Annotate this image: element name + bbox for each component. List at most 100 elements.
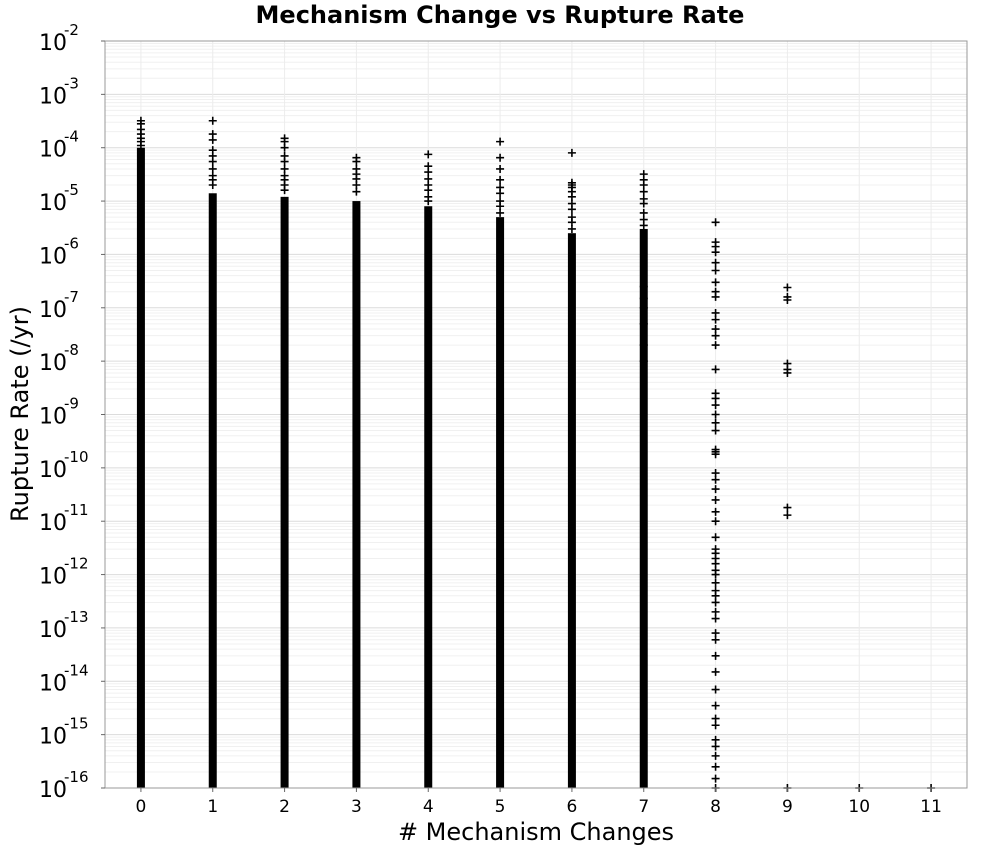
x-tick-label: 10 <box>848 797 870 817</box>
data-point <box>711 315 720 324</box>
data-point <box>711 258 720 267</box>
y-tick-exponent: -2 <box>64 21 79 39</box>
dense-point-column <box>280 196 289 788</box>
data-point <box>711 742 720 751</box>
data-point <box>711 598 720 607</box>
data-point <box>496 175 505 184</box>
data-point <box>424 150 433 159</box>
data-point <box>711 401 720 410</box>
data-point <box>783 511 792 520</box>
data-point <box>639 294 648 303</box>
data-point <box>496 164 505 173</box>
data-point <box>424 197 433 206</box>
y-tick-exponent: -3 <box>64 74 79 92</box>
x-tick-label: 1 <box>207 797 218 817</box>
dense-point-column <box>136 147 145 788</box>
data-point <box>711 751 720 760</box>
y-tick-label: 10 <box>39 778 67 803</box>
data-point <box>352 181 361 190</box>
y-tick-exponent: -10 <box>64 448 89 466</box>
data-point <box>711 614 720 623</box>
data-point <box>711 570 720 579</box>
dense-point-column <box>424 206 433 789</box>
data-point <box>711 266 720 275</box>
data-point <box>711 762 720 771</box>
data-point <box>280 157 289 166</box>
x-tick-label: 7 <box>638 797 649 817</box>
y-tick-label: 10 <box>39 565 67 590</box>
y-axis-ticks: 10-210-310-410-510-610-710-810-910-1010-… <box>39 21 105 803</box>
data-point <box>711 485 720 494</box>
data-point <box>639 357 648 366</box>
data-point <box>711 701 720 710</box>
y-tick-label: 10 <box>39 351 67 376</box>
y-tick-label: 10 <box>39 298 67 323</box>
x-axis-ticks: 0 1 2 3 4 5 6 7 8 9 10 11 <box>136 788 942 817</box>
data-point <box>711 629 720 638</box>
data-points <box>136 116 936 792</box>
data-point <box>711 331 720 340</box>
data-point <box>352 157 361 166</box>
data-point <box>639 181 648 190</box>
data-point <box>711 426 720 435</box>
x-tick-label: 3 <box>351 797 362 817</box>
data-point <box>711 475 720 484</box>
y-tick-exponent: -4 <box>64 128 79 146</box>
data-point <box>567 148 576 157</box>
data-point <box>711 517 720 526</box>
data-point <box>711 292 720 301</box>
y-tick-exponent: -6 <box>64 234 79 252</box>
y-tick-label: 10 <box>39 458 67 483</box>
dense-point-column <box>496 217 505 788</box>
data-point <box>711 667 720 676</box>
data-point <box>424 168 433 177</box>
data-point <box>711 507 720 516</box>
data-point <box>567 205 576 214</box>
data-point <box>280 186 289 195</box>
y-tick-exponent: -7 <box>64 288 79 306</box>
y-tick-label: 10 <box>39 244 67 269</box>
data-point <box>711 278 720 287</box>
y-tick-label: 10 <box>39 31 67 56</box>
y-tick-exponent: -16 <box>64 768 89 786</box>
x-tick-label: 8 <box>710 797 721 817</box>
data-point <box>711 774 720 783</box>
data-point <box>496 208 505 217</box>
data-point <box>639 221 648 230</box>
data-point <box>639 282 648 291</box>
data-point <box>208 181 217 190</box>
y-tick-label: 10 <box>39 138 67 163</box>
y-tick-exponent: -8 <box>64 341 79 359</box>
data-point <box>711 578 720 587</box>
data-point <box>280 143 289 152</box>
data-point <box>711 248 720 257</box>
data-point <box>136 141 145 150</box>
data-point <box>711 341 720 350</box>
data-point <box>496 189 505 198</box>
data-point <box>496 137 505 146</box>
data-point <box>711 591 720 600</box>
data-point <box>783 503 792 512</box>
data-point <box>639 319 648 328</box>
data-point <box>639 303 648 312</box>
data-point <box>352 187 361 196</box>
y-tick-label: 10 <box>39 511 67 536</box>
x-tick-label: 6 <box>567 797 578 817</box>
y-tick-label: 10 <box>39 725 67 750</box>
data-point <box>567 224 576 233</box>
x-tick-label: 5 <box>495 797 506 817</box>
data-point <box>711 410 720 419</box>
data-point <box>711 218 720 227</box>
data-point <box>496 153 505 162</box>
data-point <box>783 283 792 292</box>
data-point <box>639 187 648 196</box>
y-tick-exponent: -13 <box>64 608 89 626</box>
data-point <box>711 418 720 427</box>
y-tick-label: 10 <box>39 618 67 643</box>
data-point <box>711 450 720 459</box>
data-point <box>711 495 720 504</box>
y-tick-exponent: -5 <box>64 181 79 199</box>
y-tick-exponent: -12 <box>64 555 89 573</box>
y-tick-label: 10 <box>39 84 67 109</box>
